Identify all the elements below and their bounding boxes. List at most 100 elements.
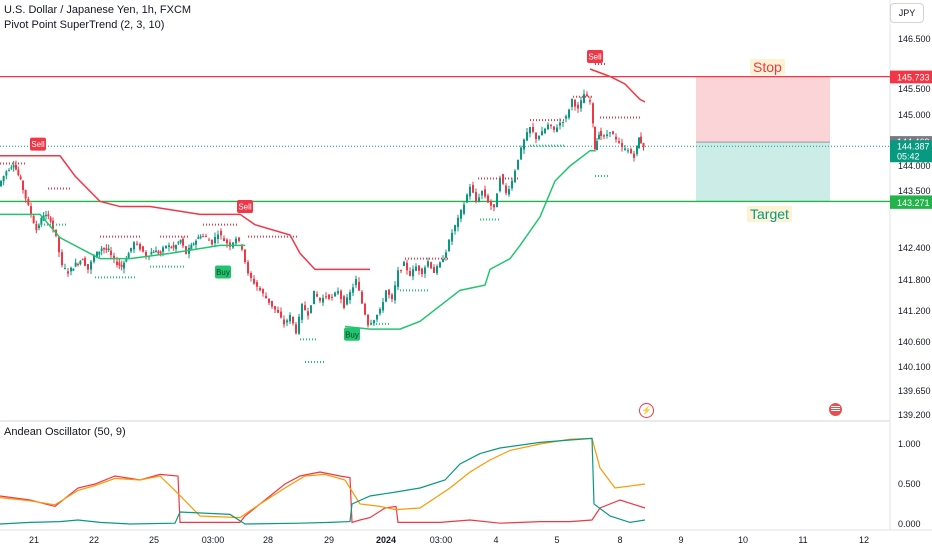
- price-tick-label: 144.000: [898, 161, 931, 171]
- candle: [514, 170, 516, 183]
- candle: [38, 225, 40, 228]
- candle: [77, 264, 79, 266]
- candle: [295, 324, 297, 334]
- candle: [433, 267, 435, 273]
- candle: [5, 171, 8, 176]
- candle: [538, 136, 540, 140]
- candle: [172, 245, 175, 248]
- candle: [205, 235, 207, 237]
- candle: [150, 252, 153, 255]
- candle: [8, 170, 10, 172]
- candle: [379, 309, 381, 314]
- candle: [355, 278, 357, 286]
- candle: [600, 130, 602, 136]
- candle: [310, 305, 312, 313]
- price-tick-label: 140.600: [898, 337, 931, 347]
- candle: [81, 259, 84, 261]
- candle: [609, 132, 611, 134]
- candle: [556, 127, 558, 132]
- candle: [27, 198, 30, 205]
- candle: [226, 239, 228, 244]
- candle: [253, 278, 255, 284]
- lightning-icon[interactable]: ⚡: [639, 403, 654, 418]
- candle: [364, 303, 366, 315]
- candle: [568, 109, 570, 118]
- buy-signal: [344, 327, 360, 341]
- candle: [90, 261, 92, 270]
- candle: [340, 290, 342, 300]
- candle: [448, 239, 450, 251]
- candle: [165, 245, 167, 249]
- candle: [185, 246, 187, 254]
- candle: [562, 121, 564, 123]
- candle: [159, 251, 162, 254]
- currency-button[interactable]: JPY: [890, 3, 924, 23]
- candle: [79, 261, 82, 265]
- time-tick-label: 03:00: [202, 535, 225, 545]
- candle: [633, 153, 635, 158]
- candle: [49, 217, 52, 222]
- candle: [229, 242, 231, 247]
- candle: [535, 132, 537, 140]
- candle: [493, 204, 495, 208]
- candle: [391, 294, 393, 300]
- candle: [439, 262, 441, 268]
- candle: [277, 310, 279, 313]
- candle: [442, 259, 444, 262]
- price-tick-label: 139.200: [898, 410, 931, 420]
- candle: [621, 143, 623, 148]
- flag-icon[interactable]: [829, 403, 842, 416]
- time-tick-label: 11: [798, 535, 807, 545]
- candle: [415, 266, 417, 271]
- candle: [238, 237, 240, 241]
- candle: [397, 270, 399, 287]
- candle: [547, 124, 549, 130]
- candle: [40, 218, 43, 225]
- candle: [64, 268, 66, 270]
- time-tick-label: 4: [493, 535, 498, 545]
- candle: [17, 169, 20, 175]
- target-zone: [696, 142, 830, 202]
- candle: [70, 267, 72, 272]
- candle: [406, 262, 408, 271]
- buy-signal-label: Buy: [216, 268, 230, 277]
- candle: [217, 234, 219, 240]
- candle: [596, 141, 598, 151]
- candle: [19, 176, 22, 180]
- candle: [286, 320, 288, 323]
- price-badge-timer: 05:42: [897, 151, 920, 161]
- candle: [24, 189, 27, 199]
- price-tick-label: 143.500: [898, 186, 931, 196]
- candle: [418, 265, 420, 271]
- candle: [532, 127, 534, 132]
- candle: [199, 236, 202, 238]
- candle: [265, 295, 267, 299]
- candle: [618, 141, 620, 143]
- candle: [574, 100, 576, 107]
- price-tick-label: 141.800: [898, 275, 931, 285]
- candle: [192, 243, 195, 245]
- candle: [565, 116, 567, 119]
- candle: [10, 167, 13, 169]
- candle: [93, 255, 95, 262]
- candle: [268, 298, 270, 303]
- candle: [177, 242, 180, 244]
- candle: [361, 291, 363, 304]
- chart-title: U.S. Dollar / Japanese Yen, 1h, FXCM: [4, 4, 192, 16]
- candle: [499, 177, 501, 192]
- candle: [583, 94, 585, 104]
- candle: [496, 193, 498, 208]
- candle: [298, 316, 300, 334]
- candle: [162, 247, 164, 252]
- price-tick-label: 146.500: [898, 34, 931, 44]
- candle: [481, 190, 483, 196]
- candle: [511, 180, 513, 189]
- candle: [325, 296, 327, 298]
- candle: [382, 302, 384, 311]
- osc-tick-label: 0.000: [898, 519, 921, 529]
- candle: [0, 180, 2, 187]
- buy-signal: [215, 265, 231, 279]
- candle: [636, 145, 638, 155]
